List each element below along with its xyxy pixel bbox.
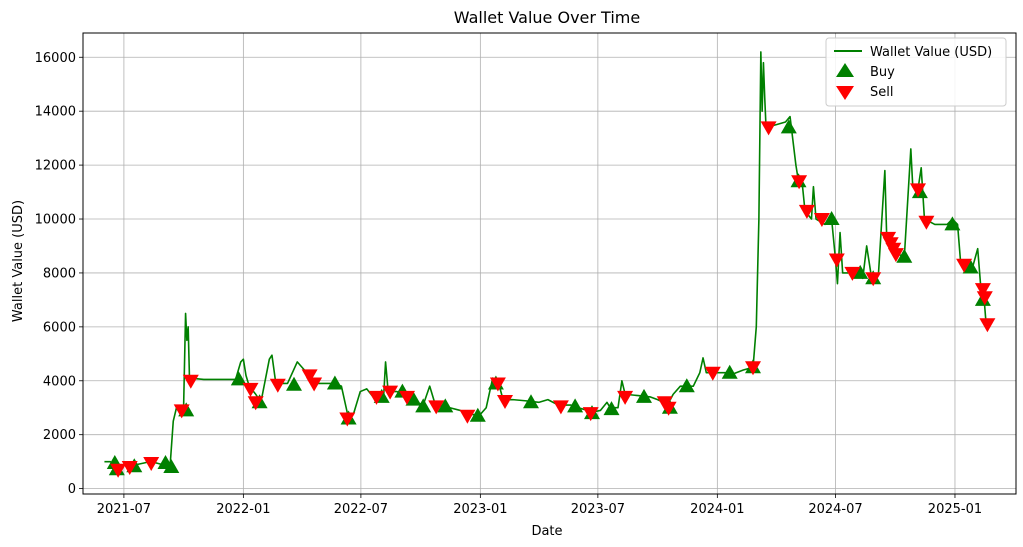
sell-marker: [798, 204, 815, 219]
sell-marker: [368, 390, 385, 405]
sell-marker: [844, 266, 861, 281]
sell-marker: [910, 183, 926, 198]
buy-marker: [469, 407, 486, 422]
sell-marker: [306, 377, 323, 392]
y-tick-label: 14000: [35, 105, 76, 120]
sell-marker: [745, 361, 761, 376]
sell-marker: [887, 248, 904, 263]
sell-marker: [617, 390, 634, 405]
legend-box: [825, 37, 1007, 107]
sell-marker: [242, 382, 259, 397]
x-tick-label: 2022-01: [216, 502, 270, 517]
sell-marker: [489, 377, 506, 392]
sell-marker: [828, 253, 845, 268]
x-tick-label: 2021-07: [97, 502, 151, 517]
y-tick-label: 8000: [43, 266, 76, 281]
legend-label-sell: Sell: [870, 85, 893, 100]
sell-marker: [865, 272, 882, 287]
buy-marker: [286, 376, 302, 391]
sell-marker: [247, 396, 264, 411]
buy-marker: [721, 364, 738, 379]
x-axis-title: Date: [531, 524, 562, 539]
sell-marker: [918, 215, 935, 230]
sell-marker: [704, 366, 721, 381]
legend-label-wallet-value: Wallet Value (USD): [870, 45, 992, 60]
sell-marker: [660, 401, 677, 416]
sell-marker: [813, 213, 830, 227]
y-tick-label: 12000: [35, 159, 76, 174]
sell-marker: [269, 378, 286, 393]
buy-marker: [415, 398, 432, 413]
y-axis-title: Wallet Value (USD): [11, 200, 26, 322]
sell-marker: [382, 385, 399, 400]
sell-marker: [976, 291, 993, 306]
y-tick-label: 16000: [35, 51, 76, 66]
buy-marker: [944, 216, 961, 231]
sell-marker: [791, 175, 808, 190]
x-tick-label: 2022-07: [334, 502, 388, 517]
plot-series: [104, 51, 996, 478]
legend-label-buy: Buy: [870, 65, 895, 80]
buy-marker: [437, 398, 454, 413]
sell-marker: [979, 318, 996, 333]
y-tick-label: 10000: [35, 213, 76, 228]
buy-marker: [823, 211, 840, 225]
y-tick-label: 0: [68, 482, 76, 497]
legend-buy-marker: [836, 63, 854, 77]
sell-marker: [582, 407, 599, 422]
sell-marker: [956, 258, 973, 273]
sell-marker: [399, 390, 415, 405]
buy-marker: [567, 398, 584, 413]
sell-marker: [760, 121, 777, 136]
buy-marker: [780, 119, 797, 134]
sell-marker: [182, 374, 199, 389]
y-tick-label: 4000: [43, 374, 76, 389]
grid-lines: [83, 33, 1016, 494]
buy-marker: [230, 371, 247, 386]
sell-marker: [339, 412, 356, 427]
x-tick-label: 2024-01: [690, 502, 744, 517]
legend-sell-marker: [836, 86, 854, 100]
sell-marker: [173, 404, 190, 419]
plot-frame: [82, 32, 1017, 495]
buy-marker: [163, 459, 180, 473]
x-axis-ticks: 2021-07 2022-01 2022-07 2023-01 2023-07 2024-…: [97, 494, 982, 517]
y-tick-label: 6000: [43, 320, 76, 335]
buy-marker: [326, 375, 343, 390]
sell-marker: [428, 400, 445, 415]
x-tick-label: 2023-07: [571, 502, 625, 517]
sell-marker: [459, 409, 476, 424]
buy-marker: [405, 391, 422, 406]
sell-marker: [110, 463, 127, 478]
buy-marker: [603, 401, 620, 416]
sell-marker: [301, 369, 318, 384]
sell-marker: [497, 395, 513, 409]
buy-marker: [523, 394, 539, 409]
buy-marker: [896, 248, 913, 263]
buy-marker: [636, 388, 652, 403]
legend: Wallet Value (USD) Buy Sell: [825, 37, 1007, 107]
y-tick-label: 2000: [43, 428, 76, 443]
chart-title: Wallet Value Over Time: [454, 8, 640, 27]
x-tick-label: 2023-01: [453, 502, 507, 517]
sell-marker: [143, 457, 160, 471]
y-axis-ticks: 0 2000 4000 6000 8000 10000 12000 14000 16000: [35, 51, 83, 497]
sell-marker: [552, 400, 569, 415]
x-tick-label: 2024-07: [808, 502, 862, 517]
sell-marker: [974, 283, 991, 298]
buy-marker: [678, 378, 695, 393]
x-tick-label: 2025-01: [928, 502, 982, 517]
buy-marker: [852, 264, 869, 279]
sell-marker: [121, 461, 138, 475]
buy-marker: [962, 259, 979, 274]
